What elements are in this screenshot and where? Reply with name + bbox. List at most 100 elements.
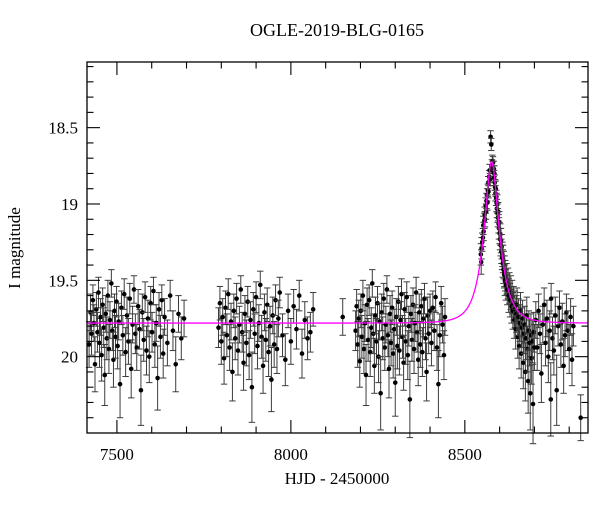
data-point	[276, 316, 281, 321]
data-point	[364, 302, 370, 308]
data-point	[541, 302, 547, 308]
data-point	[408, 311, 414, 317]
data-point	[438, 300, 444, 306]
data-point	[107, 317, 113, 323]
data-point	[402, 307, 407, 312]
data-point	[529, 355, 534, 361]
data-point	[99, 352, 104, 358]
data-point	[146, 354, 152, 359]
data-point	[566, 346, 572, 352]
data-point	[390, 351, 396, 356]
data-point	[165, 340, 170, 346]
data-point	[433, 294, 438, 300]
data-point	[263, 337, 269, 343]
data-point	[544, 316, 550, 321]
data-point	[100, 302, 105, 308]
axes-layer: 7500 8000 8500 18.5 19 19.5 20	[48, 61, 589, 464]
data-point	[262, 310, 267, 315]
data-point	[520, 360, 526, 366]
data-point	[113, 334, 118, 340]
data-point	[89, 331, 94, 337]
data-point	[418, 342, 423, 347]
data-point	[257, 282, 263, 288]
data-point	[95, 329, 100, 335]
data-point	[92, 361, 98, 367]
x-tick-label: 7500	[100, 445, 134, 464]
data-point	[340, 314, 346, 320]
data-point	[156, 307, 162, 312]
data-point	[117, 381, 123, 387]
data-point	[238, 287, 244, 292]
data-point	[569, 357, 575, 363]
data-point	[138, 387, 144, 393]
data-point	[391, 326, 397, 332]
data-point	[302, 317, 308, 323]
data-point	[299, 351, 305, 356]
data-point	[230, 369, 235, 375]
data-point	[440, 322, 445, 327]
data-point	[557, 305, 562, 311]
data-point	[407, 397, 413, 402]
data-point	[267, 323, 273, 329]
data-point	[441, 352, 447, 358]
data-point	[291, 303, 296, 309]
data-point	[366, 297, 372, 303]
data-point	[392, 380, 398, 385]
data-point	[398, 317, 403, 323]
data-point	[437, 332, 443, 338]
data-point	[431, 328, 437, 334]
data-point	[96, 290, 101, 295]
data-point	[271, 342, 277, 347]
data-point	[373, 313, 378, 318]
data-point	[90, 297, 96, 303]
y-tick-label: 19	[61, 195, 78, 214]
data-point	[285, 308, 291, 314]
data-point	[251, 307, 256, 312]
data-point	[354, 303, 359, 309]
data-point	[167, 293, 173, 298]
data-point	[540, 322, 546, 327]
data-point	[305, 336, 310, 341]
data-point	[419, 303, 424, 309]
data-point	[397, 348, 402, 353]
data-point	[151, 288, 156, 294]
data-point	[380, 336, 386, 341]
data-point	[423, 336, 428, 341]
data-point	[430, 305, 436, 311]
data-point	[246, 352, 252, 358]
plot-frame	[86, 61, 589, 434]
data-point	[530, 401, 536, 407]
data-point	[98, 314, 103, 320]
data-point	[181, 316, 187, 321]
data-point	[283, 357, 288, 363]
data-point	[144, 348, 149, 353]
data-point	[388, 340, 394, 346]
data-point	[141, 337, 147, 343]
data-point	[170, 328, 176, 334]
data-point	[546, 354, 551, 359]
data-point	[361, 346, 367, 352]
data-point	[411, 346, 417, 352]
data-point	[128, 366, 134, 372]
data-point	[552, 313, 558, 318]
data-point	[403, 339, 408, 344]
data-point	[429, 340, 434, 346]
data-point	[224, 332, 230, 338]
data-point	[274, 346, 280, 352]
data-point	[244, 340, 249, 346]
data-point	[387, 311, 393, 317]
data-point	[294, 326, 299, 332]
data-point	[360, 293, 366, 298]
data-point	[427, 308, 433, 314]
data-point	[355, 342, 360, 347]
data-point	[547, 328, 553, 334]
data-point	[103, 311, 109, 317]
data-point	[416, 310, 422, 315]
data-point	[241, 360, 246, 366]
data-point	[216, 325, 221, 330]
data-point	[365, 337, 371, 343]
data-point	[436, 381, 441, 387]
y-axis-label: I magnitude	[5, 207, 24, 289]
